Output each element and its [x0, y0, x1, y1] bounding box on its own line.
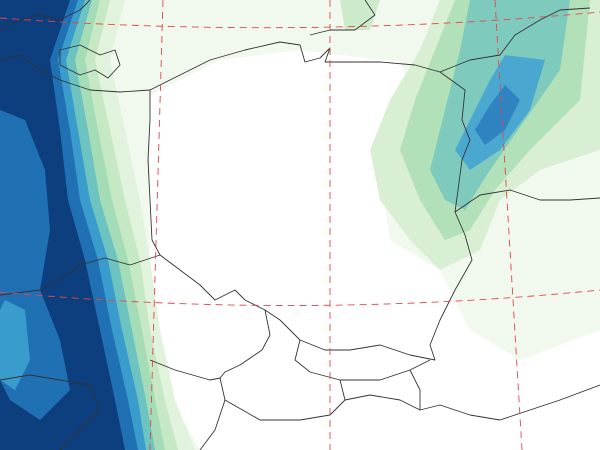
czech-south-border [219, 309, 271, 379]
lithuania-border [439, 7, 591, 73]
western-precipitation [0, 0, 195, 450]
band-5-patch [0, 300, 30, 390]
belarus-ukraine-border [454, 189, 600, 213]
meridian [494, 0, 523, 450]
meridian [149, 0, 164, 450]
parallel [0, 11, 600, 29]
denmark-coast [0, 0, 91, 31]
parallel [0, 289, 600, 306]
germany-south-border [0, 374, 101, 450]
austria-border [224, 399, 346, 421]
ukraine-border [409, 369, 421, 410]
band-5 [475, 85, 520, 145]
hungary-border [339, 379, 600, 421]
kaliningrad-border [309, 0, 376, 36]
eastern-precipitation [340, 0, 600, 270]
german-coast [0, 54, 151, 93]
germany-north-border [0, 254, 161, 296]
poland-border [147, 41, 473, 361]
island-coast [59, 44, 121, 79]
